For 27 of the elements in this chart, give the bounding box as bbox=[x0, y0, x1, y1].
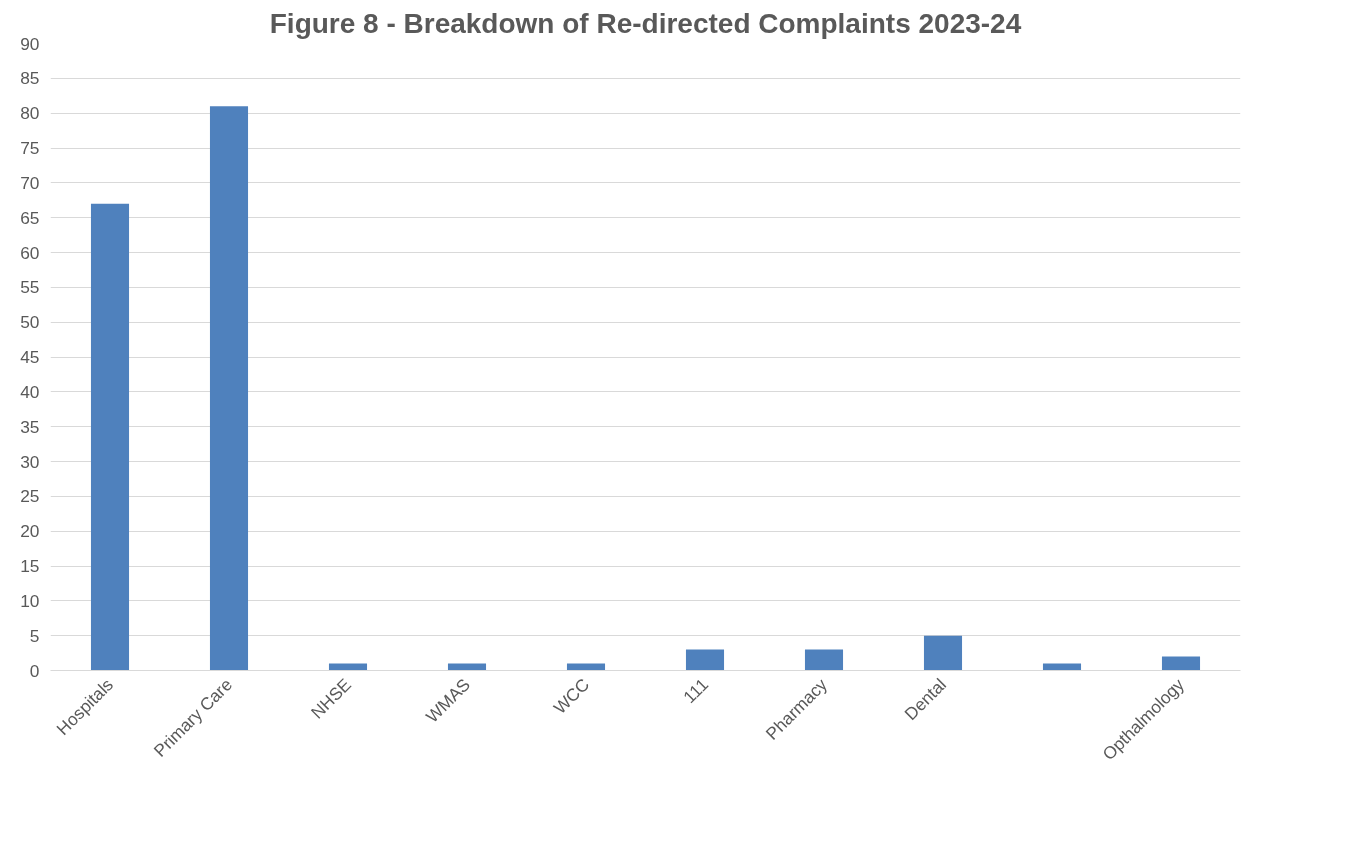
y-tick-label: 30 bbox=[20, 451, 40, 472]
y-tick-label: 0 bbox=[29, 660, 40, 681]
y-tick-label: 65 bbox=[20, 207, 40, 228]
y-tick-label: 90 bbox=[20, 33, 40, 54]
y-tick-label: 25 bbox=[20, 486, 40, 507]
bar bbox=[923, 635, 963, 671]
y-tick-label: 60 bbox=[20, 242, 40, 263]
bar bbox=[209, 106, 249, 671]
bar bbox=[90, 203, 130, 671]
bar bbox=[804, 649, 844, 671]
y-tick-label: 40 bbox=[20, 381, 40, 402]
y-tick-label: 75 bbox=[20, 138, 40, 158]
x-tick-label: 111 bbox=[679, 674, 713, 708]
y-tick-label: 80 bbox=[20, 103, 40, 124]
y-tick-label: 55 bbox=[20, 277, 40, 298]
bar bbox=[685, 649, 725, 671]
y-tick-label: 70 bbox=[20, 172, 40, 193]
y-tick-label: 85 bbox=[20, 68, 40, 89]
chart-title: Figure 8 - Breakdown of Re-directed Complaints 2023-24 bbox=[269, 7, 1022, 39]
y-tick-label: 10 bbox=[20, 590, 40, 611]
y-tick-label: 45 bbox=[20, 347, 40, 367]
y-tick-label: 5 bbox=[29, 625, 40, 646]
y-tick-label: 50 bbox=[20, 312, 40, 333]
y-tick-label: 15 bbox=[20, 556, 40, 576]
bar bbox=[1161, 656, 1201, 671]
y-tick-label: 20 bbox=[20, 521, 40, 542]
y-tick-label: 35 bbox=[20, 416, 40, 437]
